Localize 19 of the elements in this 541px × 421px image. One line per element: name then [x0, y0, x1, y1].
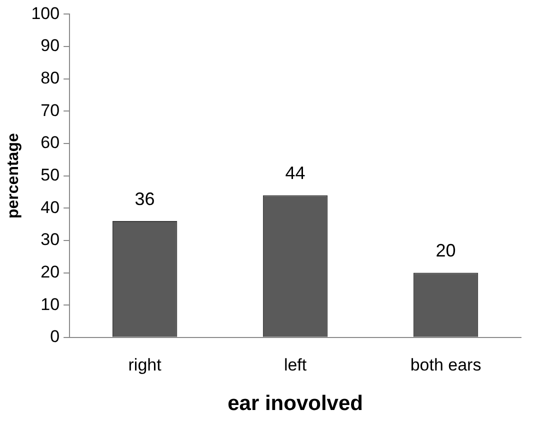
data-label: 36: [134, 189, 155, 210]
x-tick-label: right: [128, 355, 162, 374]
y-tick-label: 90: [40, 36, 60, 56]
y-tick-label: 30: [40, 230, 60, 250]
data-label: 20: [436, 240, 456, 261]
y-axis-title: percentage: [5, 133, 22, 218]
y-tick-label: 70: [40, 100, 60, 120]
y-tick-label: 40: [40, 198, 60, 217]
y-tick-label: 0: [50, 327, 60, 346]
y-tick-label: 10: [40, 294, 60, 314]
y-tick-label: 100: [31, 4, 60, 23]
x-tick-label: both ears: [410, 355, 482, 374]
y-tick-label: 80: [40, 68, 60, 88]
data-label: 44: [285, 163, 306, 184]
y-tick-label: 20: [40, 262, 60, 282]
x-axis-title: ear inovolved: [228, 392, 363, 416]
y-tick-label: 50: [40, 165, 60, 184]
x-tick-label: left: [284, 355, 307, 374]
y-tick-label: 60: [40, 133, 60, 152]
